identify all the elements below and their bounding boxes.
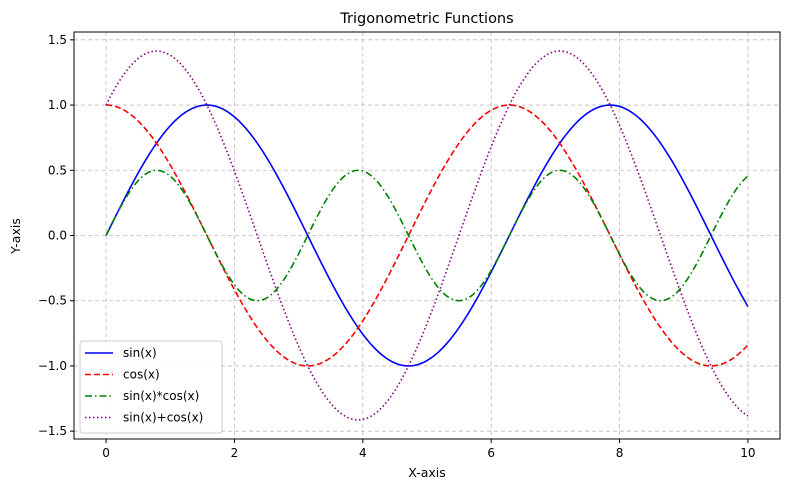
y-tick-label: −1.5 bbox=[38, 424, 67, 438]
legend-label: cos(x) bbox=[123, 368, 160, 382]
y-tick-label: 1.0 bbox=[48, 98, 67, 112]
x-tick-label: 4 bbox=[359, 446, 367, 460]
series-line-sin-x bbox=[105, 104, 749, 367]
series-line-sin-x-cos-x bbox=[105, 50, 749, 421]
x-tick-label: 10 bbox=[740, 446, 755, 460]
ticks: 0 2 4 6 8 10 −1.5 −1.0 −0.5 0.0 0.5 1.0 1.5 bbox=[38, 33, 756, 460]
x-tick-label: 6 bbox=[487, 446, 495, 460]
series-lines bbox=[105, 50, 749, 421]
y-tick-label: 1.5 bbox=[48, 33, 67, 47]
y-tick-label: −0.5 bbox=[38, 294, 67, 308]
legend-label: sin(x)*cos(x) bbox=[123, 389, 199, 403]
x-tick-label: 8 bbox=[616, 446, 624, 460]
legend: sin(x) cos(x) sin(x)*cos(x) sin(x)+cos(x) bbox=[79, 340, 223, 434]
legend-box bbox=[79, 340, 223, 434]
legend-label: sin(x) bbox=[123, 346, 157, 360]
y-axis-label: Y-axis bbox=[8, 218, 23, 255]
chart-title: Trigonometric Functions bbox=[339, 11, 513, 27]
x-tick-label: 0 bbox=[102, 446, 110, 460]
series-line-sin-x-cos-x bbox=[105, 169, 749, 302]
grid bbox=[74, 32, 780, 439]
y-tick-label: −1.0 bbox=[38, 359, 67, 373]
legend-label: sin(x)+cos(x) bbox=[123, 411, 203, 425]
x-axis-label: X-axis bbox=[408, 465, 446, 480]
y-tick-label: 0.0 bbox=[48, 229, 67, 243]
y-tick-label: 0.5 bbox=[48, 163, 67, 177]
x-tick-label: 2 bbox=[231, 446, 239, 460]
